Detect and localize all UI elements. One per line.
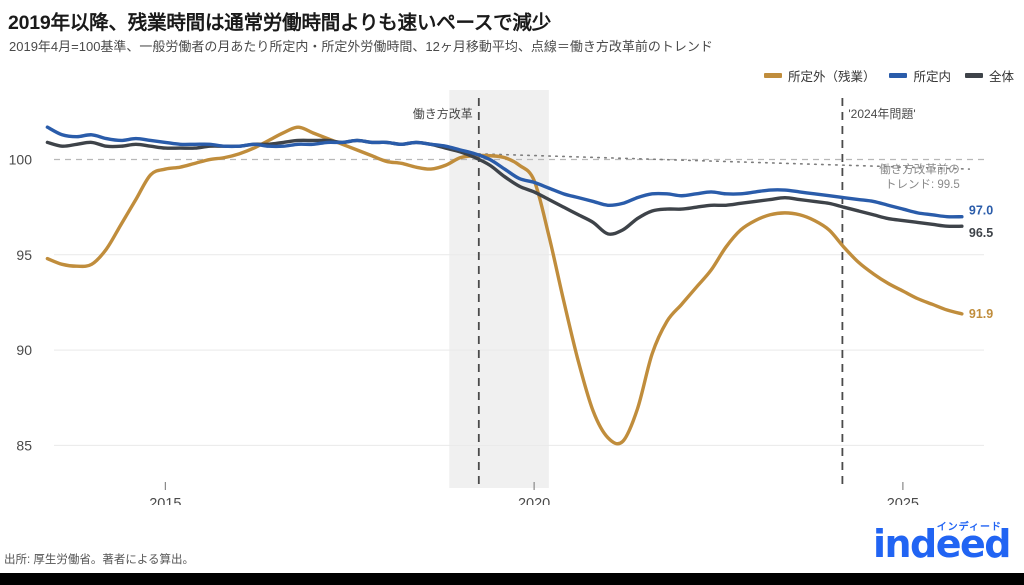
legend-label-scheduled: 所定内	[913, 70, 951, 84]
y-tick-label-100: 100	[9, 152, 33, 168]
source-note: 出所: 厚生労働省。著者による算出。	[4, 554, 195, 566]
bottom-bar	[0, 573, 1024, 585]
legend-item-total[interactable]: 全体	[964, 66, 1014, 85]
legend-label-overtime: 所定外（残業）	[787, 70, 876, 84]
indeed-logo[interactable]: indeed	[872, 522, 1012, 566]
line-chart-plot: 働き方改革 '2024年問題' 85 90 95 100 2015 2020 2025 働き…	[9, 90, 993, 505]
x-axis-labels: 2015 2020 2025	[149, 482, 919, 505]
x-tick-label: 2015	[149, 496, 181, 505]
legend-item-scheduled[interactable]: 所定内	[889, 66, 951, 85]
legend-label-total: 全体	[988, 70, 1014, 84]
end-value-label: 96.5	[969, 226, 993, 240]
series-line	[45, 138, 964, 236]
series-line	[45, 125, 964, 446]
y-tick-label: 85	[16, 437, 32, 453]
trend-label-line1: 働き方改革前の	[879, 162, 960, 176]
legend-swatch-overtime	[763, 73, 782, 78]
page-title: 2019年以降、残業時間は通常労働時間よりも速いペースで減少	[8, 12, 552, 34]
event-vline-label: 働き方改革	[413, 106, 473, 121]
end-value-label: 97.0	[969, 204, 993, 218]
y-axis-labels: 85 90 95 100	[9, 152, 33, 454]
legend-swatch-total	[964, 73, 983, 78]
grid-lines	[54, 254, 984, 446]
y-tick-label: 95	[16, 247, 32, 263]
pre-reform-trend-line	[478, 153, 971, 170]
legend-swatch-scheduled	[889, 73, 908, 78]
legend-item-overtime[interactable]: 所定外（残業）	[763, 66, 876, 85]
event-vline-label: '2024年問題'	[848, 107, 915, 121]
chart-legend: 所定外（残業） 所定内 全体	[763, 66, 1014, 85]
chart-annotations: 働き方改革前のトレンド: 99.5 97.0 96.5 91.9	[879, 162, 993, 321]
x-tick-label: 2020	[518, 496, 550, 505]
trend-label-line2: トレンド: 99.5	[885, 179, 960, 191]
y-tick-label: 90	[16, 342, 32, 358]
end-value-label: 91.9	[969, 307, 993, 321]
x-tick-label: 2025	[887, 496, 919, 505]
event-vlines: 働き方改革 '2024年問題'	[413, 98, 916, 486]
indeed-kana-label: インディード	[936, 522, 1002, 533]
series-paths	[45, 125, 964, 446]
chart-subtitle: 2019年4月=100基準、一般労働者の月あたり所定内・所定外労働時間、12ヶ月…	[9, 39, 713, 54]
trend-dotted-path	[478, 153, 971, 170]
series-line	[45, 125, 964, 219]
